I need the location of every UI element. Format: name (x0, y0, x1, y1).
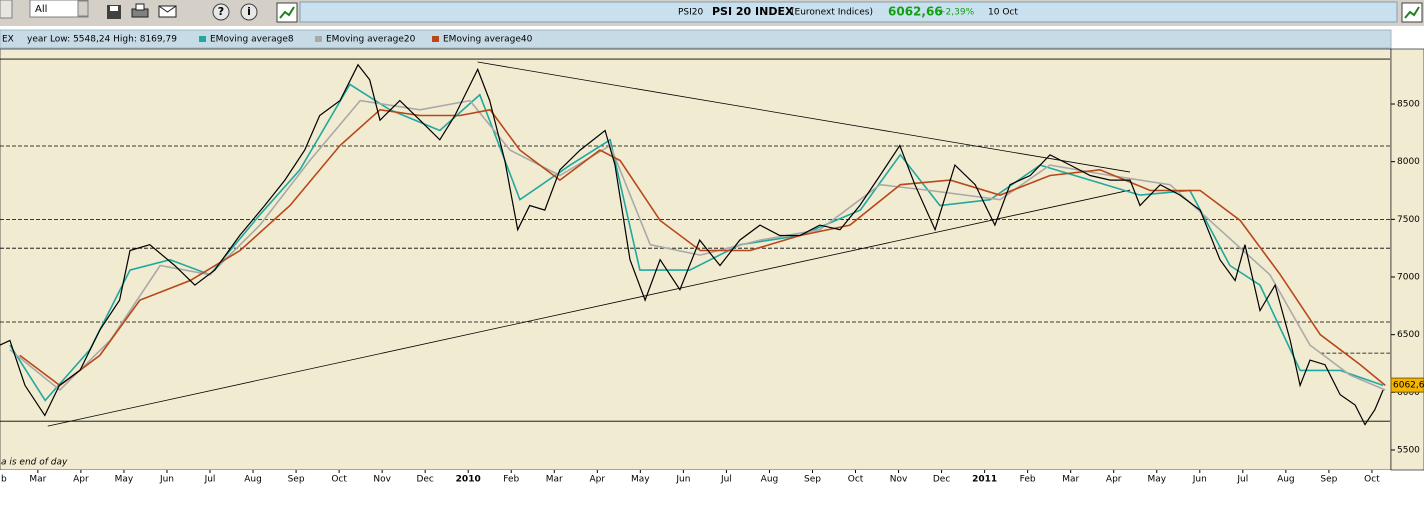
x-tick-label: Jul (1236, 475, 1248, 485)
help-icon[interactable] (212, 3, 230, 21)
y-tick-label: 8000 (1397, 157, 1420, 167)
x-tick-label: Nov (890, 475, 908, 485)
x-tick-label: Mar (546, 475, 563, 485)
x-tick-label: Aug (761, 475, 779, 485)
y-axis-area (1390, 48, 1424, 471)
legend-swatch (199, 36, 206, 42)
trendline (477, 61, 1131, 173)
legend-label: EMoving average20 (326, 35, 416, 45)
header-title: PSI 20 INDEX (712, 5, 794, 18)
x-tick-label: Dec (416, 475, 433, 485)
x-tick-label: Jun (1192, 475, 1207, 485)
header-last: 6062,66 (888, 5, 943, 19)
header-change: +2,39% (938, 8, 975, 18)
x-tick-label: Mar (1062, 475, 1079, 485)
legend-label: EMoving average8 (210, 35, 294, 45)
x-tick-label: Aug (1277, 475, 1295, 485)
mail-icon-flap (158, 5, 177, 13)
y-tick-label: 7000 (1397, 273, 1420, 283)
y-tick-label: 7500 (1397, 215, 1420, 225)
dropdown-button[interactable] (77, 0, 89, 17)
title-bar (299, 1, 1398, 23)
x-tick-label: Jun (159, 475, 174, 485)
x-tick-label: Sep (288, 475, 305, 485)
year-range: year Low: 5548,24 High: 8169,79 (27, 35, 177, 45)
x-tick-label: Jul (720, 475, 732, 485)
chart-icon-right-line (1404, 6, 1420, 19)
plot-area (0, 48, 1392, 471)
x-tick-label: Jun (675, 475, 690, 485)
x-tick-label: 2010 (456, 475, 481, 485)
x-tick-label: Jul (204, 475, 216, 485)
legend-swatch (432, 36, 439, 42)
help-glyph: ? (218, 5, 224, 18)
last-value-badge (1390, 377, 1424, 393)
x-tick-label: Oct (331, 475, 347, 485)
x-tick-label: Oct (1364, 475, 1380, 485)
trendline (47, 189, 1131, 427)
legend-label: EMoving average40 (443, 35, 533, 45)
ticker: EX (2, 35, 14, 45)
x-tick-label: Apr (590, 475, 606, 485)
x-tick-label: Oct (848, 475, 864, 485)
x-tick-label: May (115, 475, 134, 485)
period-text: All (35, 4, 47, 15)
footer-note: a is end of day (1, 458, 68, 468)
x-axis-area (0, 470, 1391, 487)
save-icon-label (110, 6, 118, 11)
legend-swatch (315, 36, 322, 42)
x-tick-label: Feb (1020, 475, 1036, 485)
y-tick-label: 6000 (1397, 388, 1420, 398)
x-tick-label: Sep (1320, 475, 1337, 485)
x-tick-label: May (1147, 475, 1166, 485)
info-glyph: i (247, 5, 251, 18)
x-tick-label: b (1, 475, 7, 485)
x-tick-label: Feb (503, 475, 519, 485)
x-tick-label: Aug (244, 475, 262, 485)
last-value-label: 6062,6 (1393, 381, 1424, 391)
x-tick-label: Dec (933, 475, 950, 485)
x-tick-label: Apr (73, 475, 89, 485)
x-tick-label: Apr (1106, 475, 1122, 485)
print-icon-paper (135, 3, 145, 11)
moving-average-line (19, 108, 1386, 387)
info-icon[interactable] (240, 3, 258, 21)
y-tick-label: 6500 (1397, 330, 1420, 340)
header-code: PSI20 (678, 8, 704, 18)
header-date: 10 Oct (988, 8, 1018, 18)
x-tick-label: Sep (804, 475, 821, 485)
chart-icon-line (279, 6, 295, 19)
x-tick-label: Nov (373, 475, 391, 485)
x-tick-label: 2011 (972, 475, 997, 485)
x-tick-label: May (631, 475, 650, 485)
scroll-button[interactable] (0, 0, 13, 19)
price-line (0, 63, 1384, 426)
header-exchange: (Euronext Indices) (791, 8, 873, 18)
moving-average-line (9, 99, 1386, 392)
legend-bar (0, 29, 1392, 49)
x-tick-label: Mar (29, 475, 46, 485)
y-tick-label: 5500 (1397, 446, 1420, 456)
y-tick-label: 8500 (1397, 100, 1420, 110)
